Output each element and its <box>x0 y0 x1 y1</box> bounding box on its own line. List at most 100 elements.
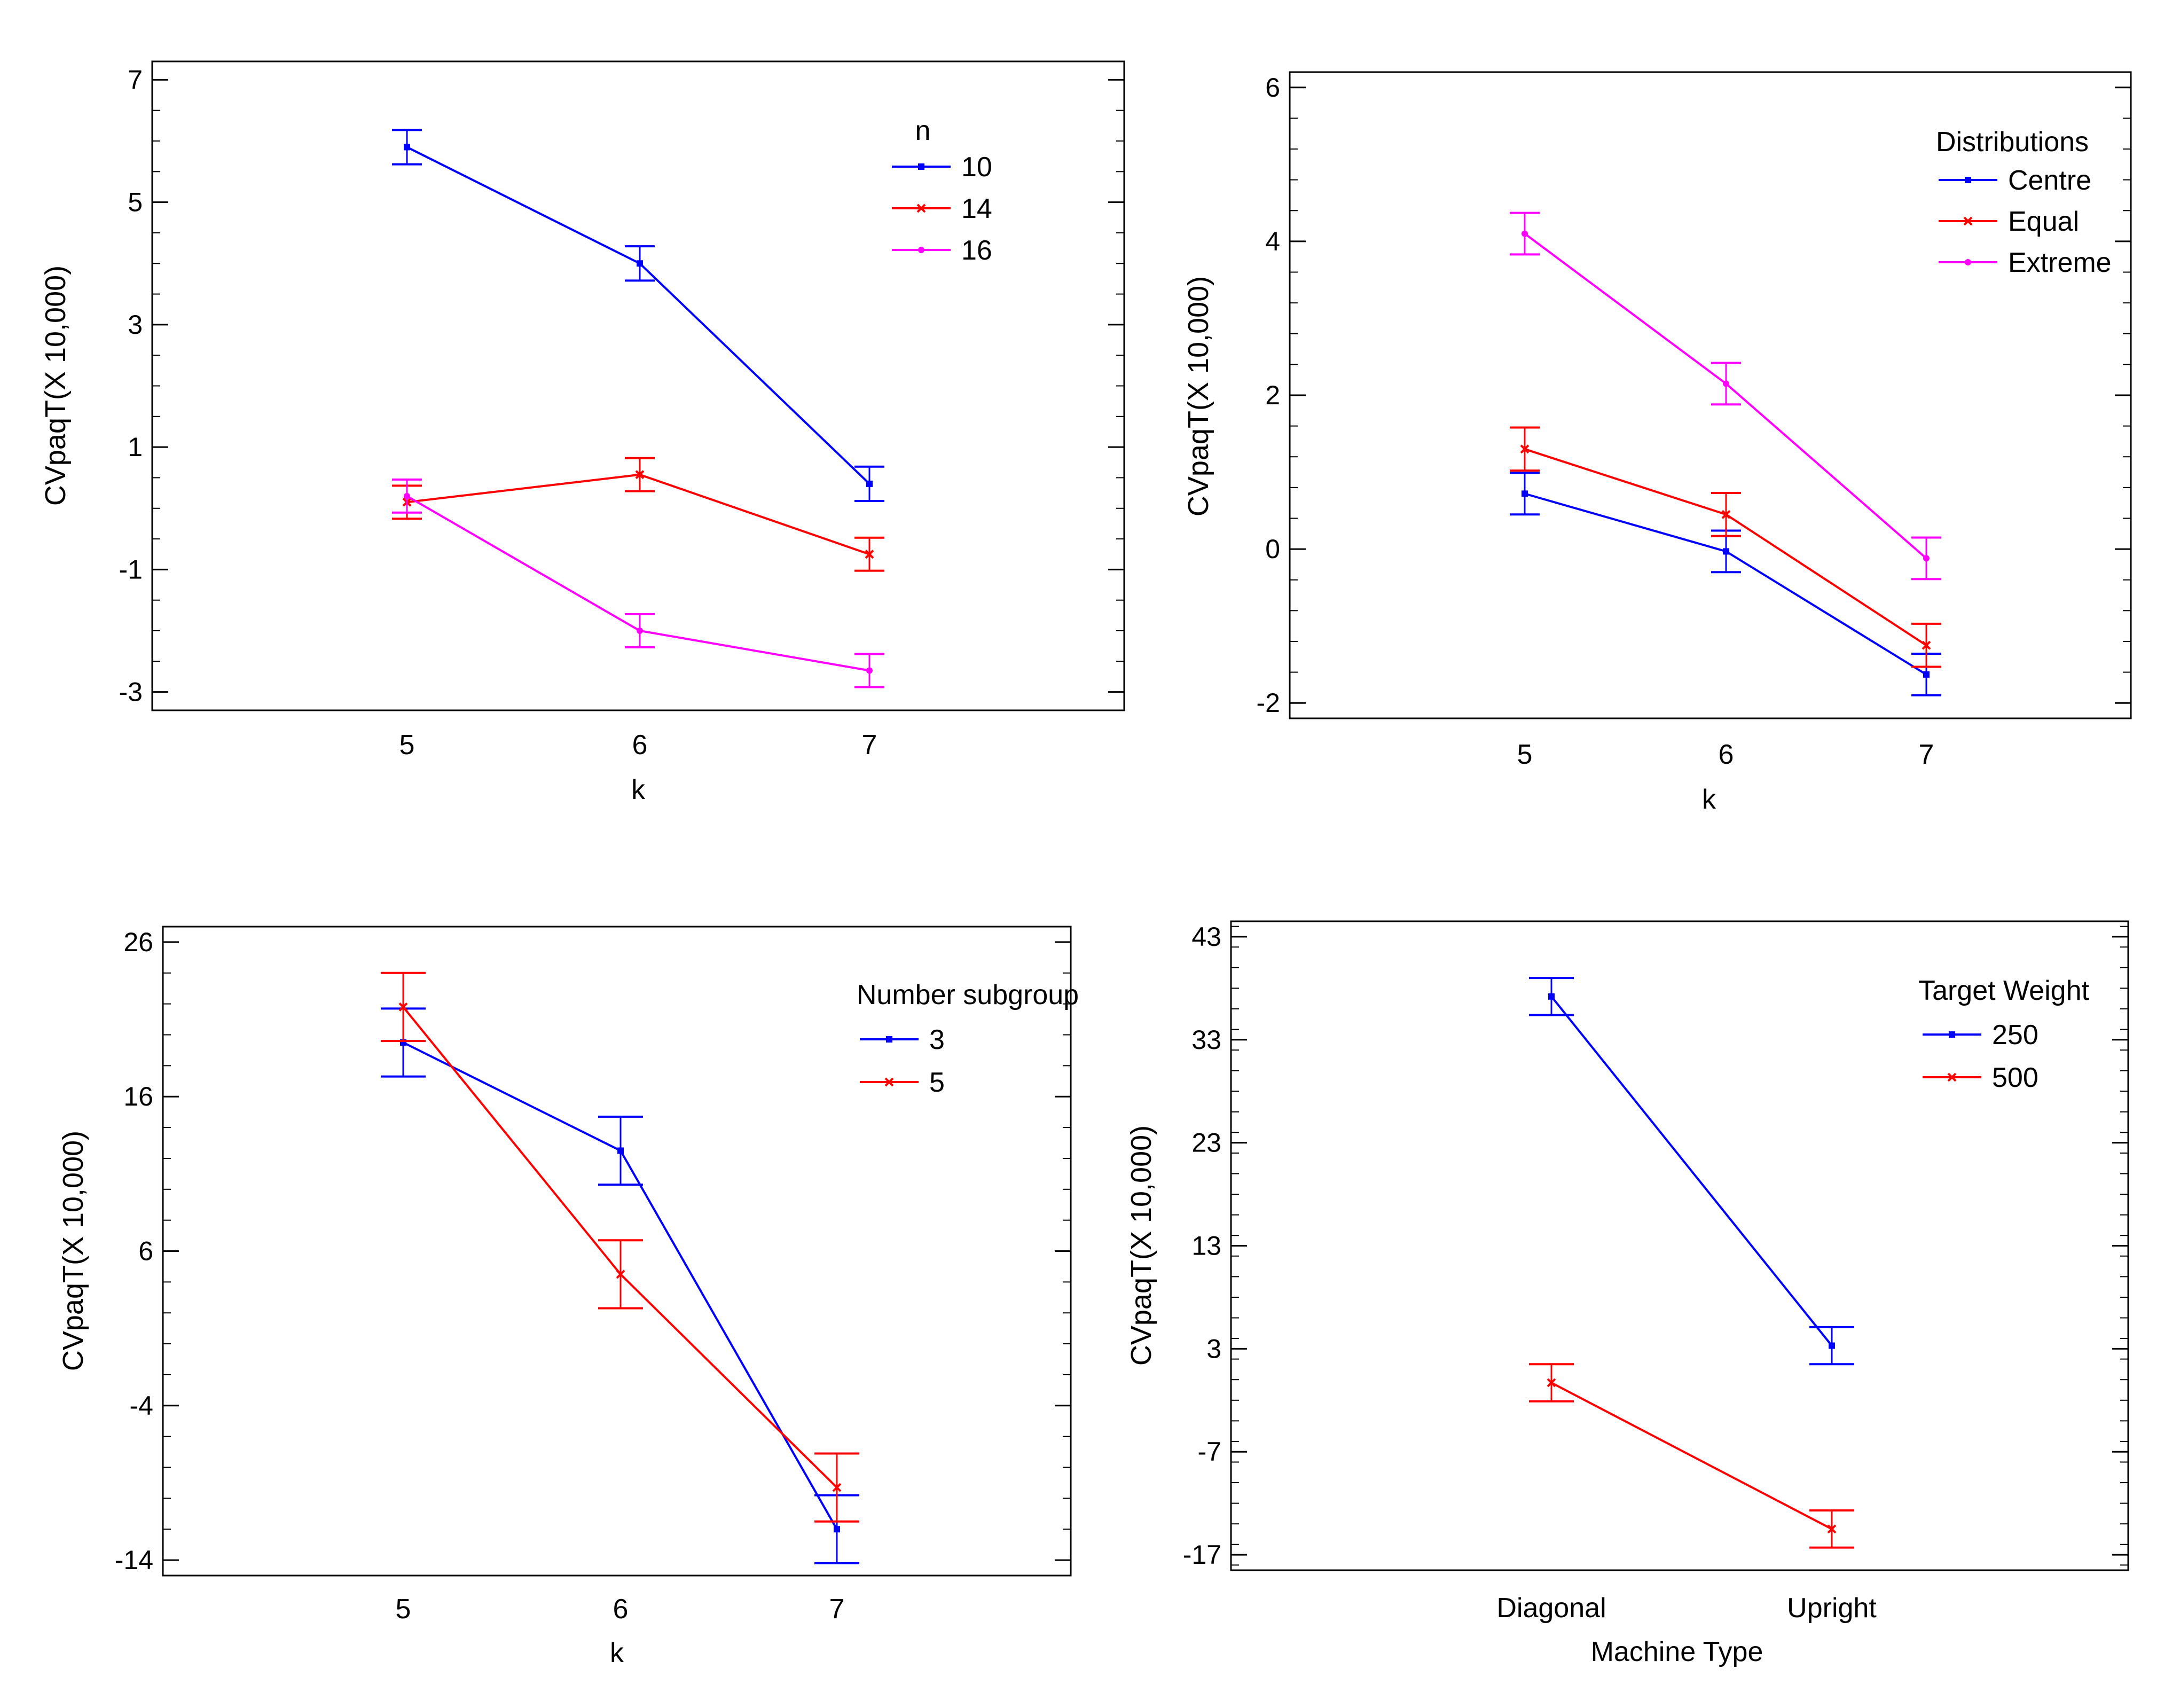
y-tick-label: -3 <box>119 677 143 707</box>
x-tick-label: Diagonal <box>1496 1593 1606 1624</box>
x-tick-label: 6 <box>613 1594 629 1625</box>
data-point-marker <box>886 1036 892 1043</box>
legend: Target Weight 250 500 <box>1918 975 2089 1093</box>
data-point-marker <box>832 1483 842 1492</box>
panel-3: 26 16 6 -4 -14 5 6 7 k CVpaqT(X 10,000) Number… <box>57 926 1079 1668</box>
data-point-marker <box>866 480 873 487</box>
series-16 <box>392 478 884 688</box>
series-10 <box>392 129 884 502</box>
axes: 43 33 23 13 3 -7 -17 <box>1183 922 2128 1570</box>
series-line <box>1551 1382 1832 1530</box>
x-tick-labels: 5 6 7 <box>396 1594 845 1625</box>
y-tick-label: 6 <box>138 1236 153 1266</box>
legend-entry: 10 <box>892 152 992 183</box>
series-Extreme <box>1510 211 1941 581</box>
data-point-marker <box>1723 380 1729 387</box>
legend-entry: 14 <box>892 193 992 224</box>
legend-entry: Extreme <box>1939 247 2112 278</box>
legend-title: Distributions <box>1936 127 2089 158</box>
y-tick-label: 0 <box>1265 534 1280 564</box>
y-tick-label: 1 <box>128 432 143 462</box>
data-point-marker <box>1520 444 1530 454</box>
legend-entry: 5 <box>860 1067 945 1098</box>
data-point-marker <box>637 627 643 634</box>
y-tick-label: 6 <box>1265 73 1280 103</box>
legend-entry: Centre <box>1939 165 2091 196</box>
y-axis-label: CVpaqT(X 10,000) <box>1125 1125 1157 1366</box>
data-point-marker <box>1947 1072 1957 1082</box>
x-tick-label: 5 <box>396 1594 411 1625</box>
x-axis-label: k <box>1702 784 1716 815</box>
x-tick-label: 7 <box>862 730 877 761</box>
data-point-marker <box>865 550 874 559</box>
axes: 6 4 2 0 -2 <box>1257 73 2131 718</box>
x-axis-label: Machine Type <box>1591 1636 1763 1667</box>
legend-label: 14 <box>961 193 992 224</box>
data-point-marker <box>1923 555 1930 562</box>
data-point-marker <box>1922 640 1931 650</box>
data-point-marker <box>918 247 924 253</box>
data-point-marker <box>617 1147 624 1154</box>
legend: n 10 14 16 <box>892 115 992 266</box>
data-point-marker <box>637 260 643 267</box>
y-axis-label: CVpaqT(X 10,000) <box>57 1131 89 1371</box>
series-layer <box>1529 977 1854 1549</box>
panel-2: 6 4 2 0 -2 5 6 7 k CVpaqT(X 10,000) Distributi… <box>1182 71 2132 815</box>
data-point-marker <box>616 1270 625 1279</box>
data-point-marker <box>1949 1031 1955 1038</box>
panel-4: 43 33 23 13 3 -7 -17 Diagonal Upright Machine T… <box>1125 920 2129 1667</box>
x-tick-label: 7 <box>829 1594 845 1625</box>
y-tick-label: 7 <box>128 65 143 95</box>
y-tick-label: 33 <box>1191 1025 1221 1055</box>
data-point-marker <box>404 144 410 151</box>
data-point-marker <box>1963 216 1973 226</box>
legend-label: 250 <box>1992 1020 2038 1051</box>
x-axis-label: k <box>610 1638 624 1668</box>
data-point-marker <box>635 470 645 480</box>
y-tick-label: -14 <box>115 1545 153 1575</box>
legend-entry: 3 <box>860 1024 945 1055</box>
axes: 7 5 3 1 -1 -3 <box>119 65 1124 707</box>
x-tick-label: 6 <box>632 730 648 761</box>
series-line <box>1550 996 1833 1346</box>
data-point-marker <box>1827 1524 1837 1534</box>
x-tick-labels: 5 6 7 <box>399 730 877 761</box>
data-point-marker <box>866 667 873 674</box>
x-tick-label: 6 <box>1719 739 1734 770</box>
data-point-marker <box>1522 490 1528 497</box>
data-point-marker <box>1965 177 1971 183</box>
legend-entry: 16 <box>892 235 992 266</box>
y-tick-label: 23 <box>1191 1128 1221 1158</box>
y-tick-label: -1 <box>119 554 143 584</box>
data-point-marker <box>1965 259 1971 265</box>
y-tick-label: 26 <box>123 927 153 957</box>
legend-entry: 500 <box>1923 1062 2038 1093</box>
series-14 <box>392 457 884 572</box>
data-point-marker <box>1721 510 1731 519</box>
legend-entry: Equal <box>1939 206 2079 237</box>
data-point-marker <box>1829 1342 1835 1349</box>
x-tick-labels: 5 6 7 <box>1517 739 1934 770</box>
y-tick-label: -4 <box>130 1391 153 1421</box>
legend-label: 16 <box>961 235 992 266</box>
legend-label: 500 <box>1992 1062 2038 1093</box>
y-tick-label: 13 <box>1191 1231 1221 1261</box>
y-tick-label: -17 <box>1183 1540 1221 1570</box>
data-point-marker <box>884 1077 894 1087</box>
legend-label: 3 <box>929 1024 945 1055</box>
legend-title: Target Weight <box>1918 975 2089 1006</box>
series-250 <box>1529 977 1854 1366</box>
y-tick-label: -7 <box>1198 1437 1221 1467</box>
data-point-marker <box>1522 230 1528 237</box>
data-point-marker <box>1723 548 1729 555</box>
legend-label: 5 <box>929 1067 945 1098</box>
x-tick-label: 7 <box>1919 739 1934 770</box>
x-tick-label: 5 <box>1517 739 1533 770</box>
data-point-marker <box>1547 1378 1556 1388</box>
x-axis-label: k <box>631 774 646 805</box>
y-tick-label: 4 <box>1265 226 1280 256</box>
y-tick-label: -2 <box>1257 688 1280 718</box>
data-point-marker <box>918 163 924 170</box>
